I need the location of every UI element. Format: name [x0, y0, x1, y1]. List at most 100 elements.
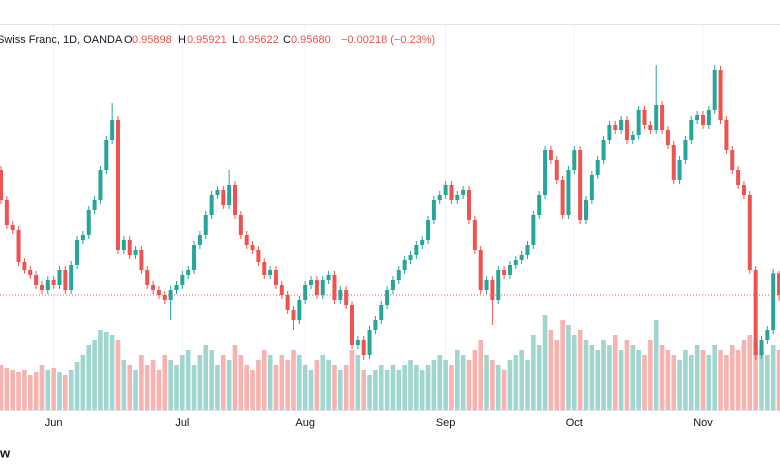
candle-body	[262, 262, 267, 275]
candle-body	[80, 235, 85, 240]
volume-bar	[694, 345, 700, 410]
volume-bar	[332, 365, 337, 410]
candle-body	[759, 340, 764, 355]
volume-bar	[648, 340, 653, 410]
volume-bar	[443, 360, 448, 410]
volume-bar	[466, 360, 472, 410]
candle-body	[642, 110, 647, 125]
candle-body	[513, 260, 518, 265]
volume-bar	[390, 365, 396, 410]
volume-bar	[343, 365, 349, 410]
candle-body	[379, 305, 384, 320]
volume-bar	[566, 325, 571, 410]
candle-body	[531, 215, 536, 245]
volume-bar	[636, 350, 641, 410]
volume-bar	[191, 365, 197, 410]
volume-bar	[419, 370, 425, 410]
volume-bar	[595, 350, 600, 410]
candle-body	[338, 290, 343, 300]
candle-body	[221, 190, 226, 205]
candle-body	[671, 145, 676, 180]
volume-bar	[683, 350, 688, 410]
candle-body	[654, 105, 659, 130]
volume-bar	[326, 360, 331, 410]
volume-bar	[115, 340, 121, 410]
candle-body	[57, 270, 62, 285]
volume-bar	[203, 345, 209, 410]
volume-bar	[378, 365, 384, 410]
volume-bar	[215, 365, 220, 410]
volume-bar	[536, 345, 542, 410]
candle-body	[467, 190, 471, 220]
x-tick-label: Oct	[566, 417, 583, 429]
candle-body	[151, 285, 156, 290]
volume-bar	[653, 320, 659, 410]
candle-body	[701, 115, 705, 125]
candle-body	[584, 200, 588, 220]
candle-body	[478, 250, 483, 290]
x-tick-label: Sep	[436, 417, 456, 429]
volume-bar	[765, 355, 770, 410]
volume-bar	[180, 355, 185, 410]
volume-bar	[63, 375, 68, 410]
candle-body	[777, 273, 780, 295]
volume-bar	[583, 340, 589, 410]
volume-bar	[57, 372, 62, 410]
volume-bar	[156, 370, 162, 410]
volume-bar	[104, 332, 109, 410]
candle-body	[45, 280, 50, 290]
volume-bar	[706, 355, 712, 410]
volume-bar	[355, 355, 361, 410]
volume-bar	[700, 350, 706, 410]
volume-bar	[630, 345, 636, 410]
candle-body	[75, 240, 80, 265]
candle-body	[168, 290, 173, 300]
candle-body	[660, 105, 665, 130]
candle-body	[268, 270, 273, 275]
volume-bar	[80, 355, 86, 410]
volume-bar	[513, 355, 519, 410]
candle-body	[98, 170, 103, 200]
volume-bar	[250, 370, 255, 410]
candle-body	[22, 262, 27, 270]
volume-bar	[607, 345, 612, 410]
volume-bar	[197, 355, 203, 410]
volume-bar	[484, 355, 489, 410]
volume-bar	[490, 360, 495, 410]
volume-bar	[127, 365, 132, 410]
volume-bar	[302, 365, 308, 410]
volume-bar	[226, 360, 232, 410]
candle-body	[69, 265, 74, 290]
volume-bar	[98, 330, 103, 410]
high-value: 0.95921	[187, 34, 227, 46]
volume-bar	[361, 370, 366, 410]
volume-bar	[747, 335, 753, 410]
candle-body	[537, 195, 542, 215]
candle-body	[554, 160, 559, 180]
candle-body	[765, 330, 770, 340]
volume-bar	[244, 365, 249, 410]
volume-bar	[776, 350, 780, 410]
volume-bar	[396, 370, 402, 410]
chart-title: Swiss Franc, 1D, OANDA	[0, 34, 123, 46]
candle-body	[560, 180, 565, 215]
candle-body	[92, 200, 97, 210]
candle-body	[156, 290, 161, 295]
volume-bar	[478, 340, 483, 410]
candle-body	[285, 295, 290, 310]
volume-bar	[320, 355, 326, 410]
volume-bar	[425, 365, 431, 410]
volume-bar	[285, 360, 290, 410]
volume-bar	[735, 350, 741, 410]
volume-bar	[671, 355, 677, 410]
volume-bar	[373, 370, 378, 410]
volume-bar	[133, 370, 138, 410]
candle-body	[197, 235, 202, 245]
volume-bar	[139, 355, 144, 410]
close-name: C	[283, 34, 291, 46]
close-value: 0.95680	[291, 34, 331, 46]
candle-body	[51, 280, 56, 285]
volume-bar	[168, 360, 173, 410]
volume-bar	[677, 360, 682, 410]
candle-body	[414, 245, 419, 255]
